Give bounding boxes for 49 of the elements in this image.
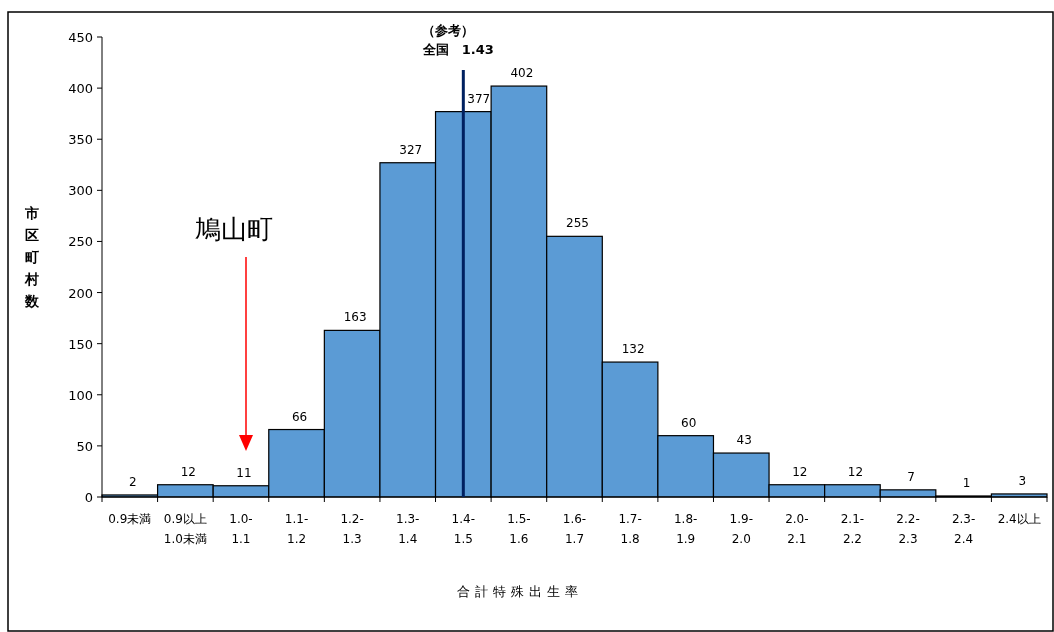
- y-tick-label: 250: [68, 234, 93, 250]
- x-axis-title: 合計特殊出生率: [456, 584, 583, 599]
- x-tick-label: 2.1- 2.2: [840, 512, 865, 546]
- y-tick-label: 0: [84, 490, 93, 505]
- y-tick-label: 300: [68, 183, 93, 199]
- annotation: 鳩山町: [195, 214, 273, 244]
- x-tick-label: 0.9未満: [108, 512, 152, 526]
- x-tick-label: 1.9- 2.0: [729, 512, 753, 546]
- y-tick-label: 100: [68, 387, 93, 403]
- data-label: 132: [621, 342, 645, 357]
- x-tick-label: 1.5- 1.6: [507, 512, 531, 546]
- y-axis-title: 市区町村数: [24, 205, 40, 309]
- x-tick-label: 0.9以上 1.0未満: [163, 512, 207, 546]
- x-tick-label: 1.1- 1.2: [284, 512, 309, 546]
- data-label: 12: [180, 464, 197, 479]
- x-tick-label: 2.0- 2.1: [785, 512, 809, 546]
- x-tick-label: 1.2- 1.3: [340, 512, 364, 546]
- data-label: 7: [907, 469, 915, 484]
- data-label: 377: [467, 91, 491, 106]
- data-label: 66: [291, 409, 308, 424]
- data-label: 1: [962, 475, 971, 490]
- x-tick-label: 1.7- 1.8: [618, 512, 642, 546]
- x-tick-label: 1.0- 1.1: [229, 512, 253, 546]
- data-label: 3: [1018, 473, 1027, 488]
- x-tick-label: 2.2- 2.3: [896, 512, 920, 546]
- data-label: 255: [566, 216, 589, 231]
- data-label: 11: [236, 465, 252, 480]
- ref-line-label: 全国 1.43: [421, 42, 494, 57]
- y-tick-label: 450: [68, 30, 93, 45]
- data-label: 12: [792, 464, 808, 479]
- data-label: 43: [736, 433, 752, 448]
- y-tick-label: 150: [68, 336, 93, 352]
- x-tick-label: 1.4- 1.5: [451, 512, 476, 546]
- data-label: 327: [399, 142, 423, 157]
- annotation: （参考）: [422, 23, 474, 38]
- data-label: 2: [128, 474, 137, 489]
- y-tick-label: 50: [76, 438, 93, 454]
- y-tick-label: 350: [68, 132, 93, 148]
- y-tick-label: 400: [68, 81, 93, 97]
- data-label: 60: [681, 415, 697, 430]
- x-tick-label: 1.6- 1.7: [562, 512, 587, 546]
- x-tick-label: 2.4以上: [997, 512, 1041, 526]
- x-tick-label: 2.3- 2.4: [951, 512, 976, 546]
- data-label: 163: [343, 310, 367, 325]
- y-tick-label: 200: [68, 285, 93, 301]
- data-label: 12: [847, 464, 864, 479]
- x-tick-label: 1.8- 1.9: [673, 512, 698, 546]
- data-label: 402: [510, 66, 534, 81]
- x-tick-label: 1.3- 1.4: [396, 512, 420, 546]
